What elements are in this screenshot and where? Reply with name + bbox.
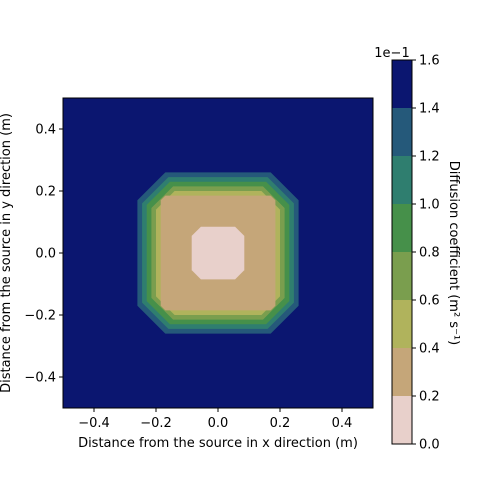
colorbar-segment (392, 348, 412, 396)
plot-area (63, 98, 373, 408)
colorbar-tick-label: 0.4 (419, 342, 440, 357)
x-tick-label: 0.2 (270, 416, 291, 431)
colorbar-tick-label: 0.8 (419, 246, 440, 261)
colorbar-tick-label: 0.6 (419, 294, 440, 309)
x-axis-label: Distance from the source in x direction … (78, 436, 358, 451)
colorbar-segment (392, 108, 412, 156)
colorbar-tick-label: 1.2 (419, 150, 440, 165)
y-tick-label: 0.0 (35, 247, 56, 262)
colorbar-label: Diffusion coefficient (m² s⁻¹) (446, 161, 461, 345)
colorbar-tick-label: 1.4 (419, 102, 440, 117)
contour-region-7 (192, 227, 245, 280)
colorbar-segment (392, 60, 412, 108)
x-tick-label: −0.4 (78, 416, 110, 431)
x-tick-label: 0.4 (332, 416, 353, 431)
colorbar-scale-note: 1e−1 (374, 46, 409, 61)
y-tick-label: 0.4 (35, 123, 56, 138)
colorbar-segment (392, 156, 412, 204)
x-tick-label: 0.0 (208, 416, 229, 431)
y-tick-label: −0.4 (24, 371, 56, 386)
y-tick-label: −0.2 (24, 309, 56, 324)
colorbar-tick-label: 0.0 (419, 438, 440, 453)
colorbar-tick-label: 1.6 (419, 54, 440, 69)
colorbar-tick-label: 1.0 (419, 198, 440, 213)
colorbar-segment (392, 396, 412, 444)
colorbar-segment (392, 204, 412, 252)
colorbar-segment (392, 252, 412, 300)
colorbar-tick-label: 0.2 (419, 390, 440, 405)
colorbar-segment (392, 300, 412, 348)
y-axis-label: Distance from the source in y direction … (0, 113, 14, 393)
colorbar: 0.0 0.2 0.4 0.6 0.8 1.0 1.2 1.4 1.6 (392, 54, 440, 453)
x-tick-label: −0.2 (140, 416, 172, 431)
y-tick-label: 0.2 (35, 185, 56, 200)
